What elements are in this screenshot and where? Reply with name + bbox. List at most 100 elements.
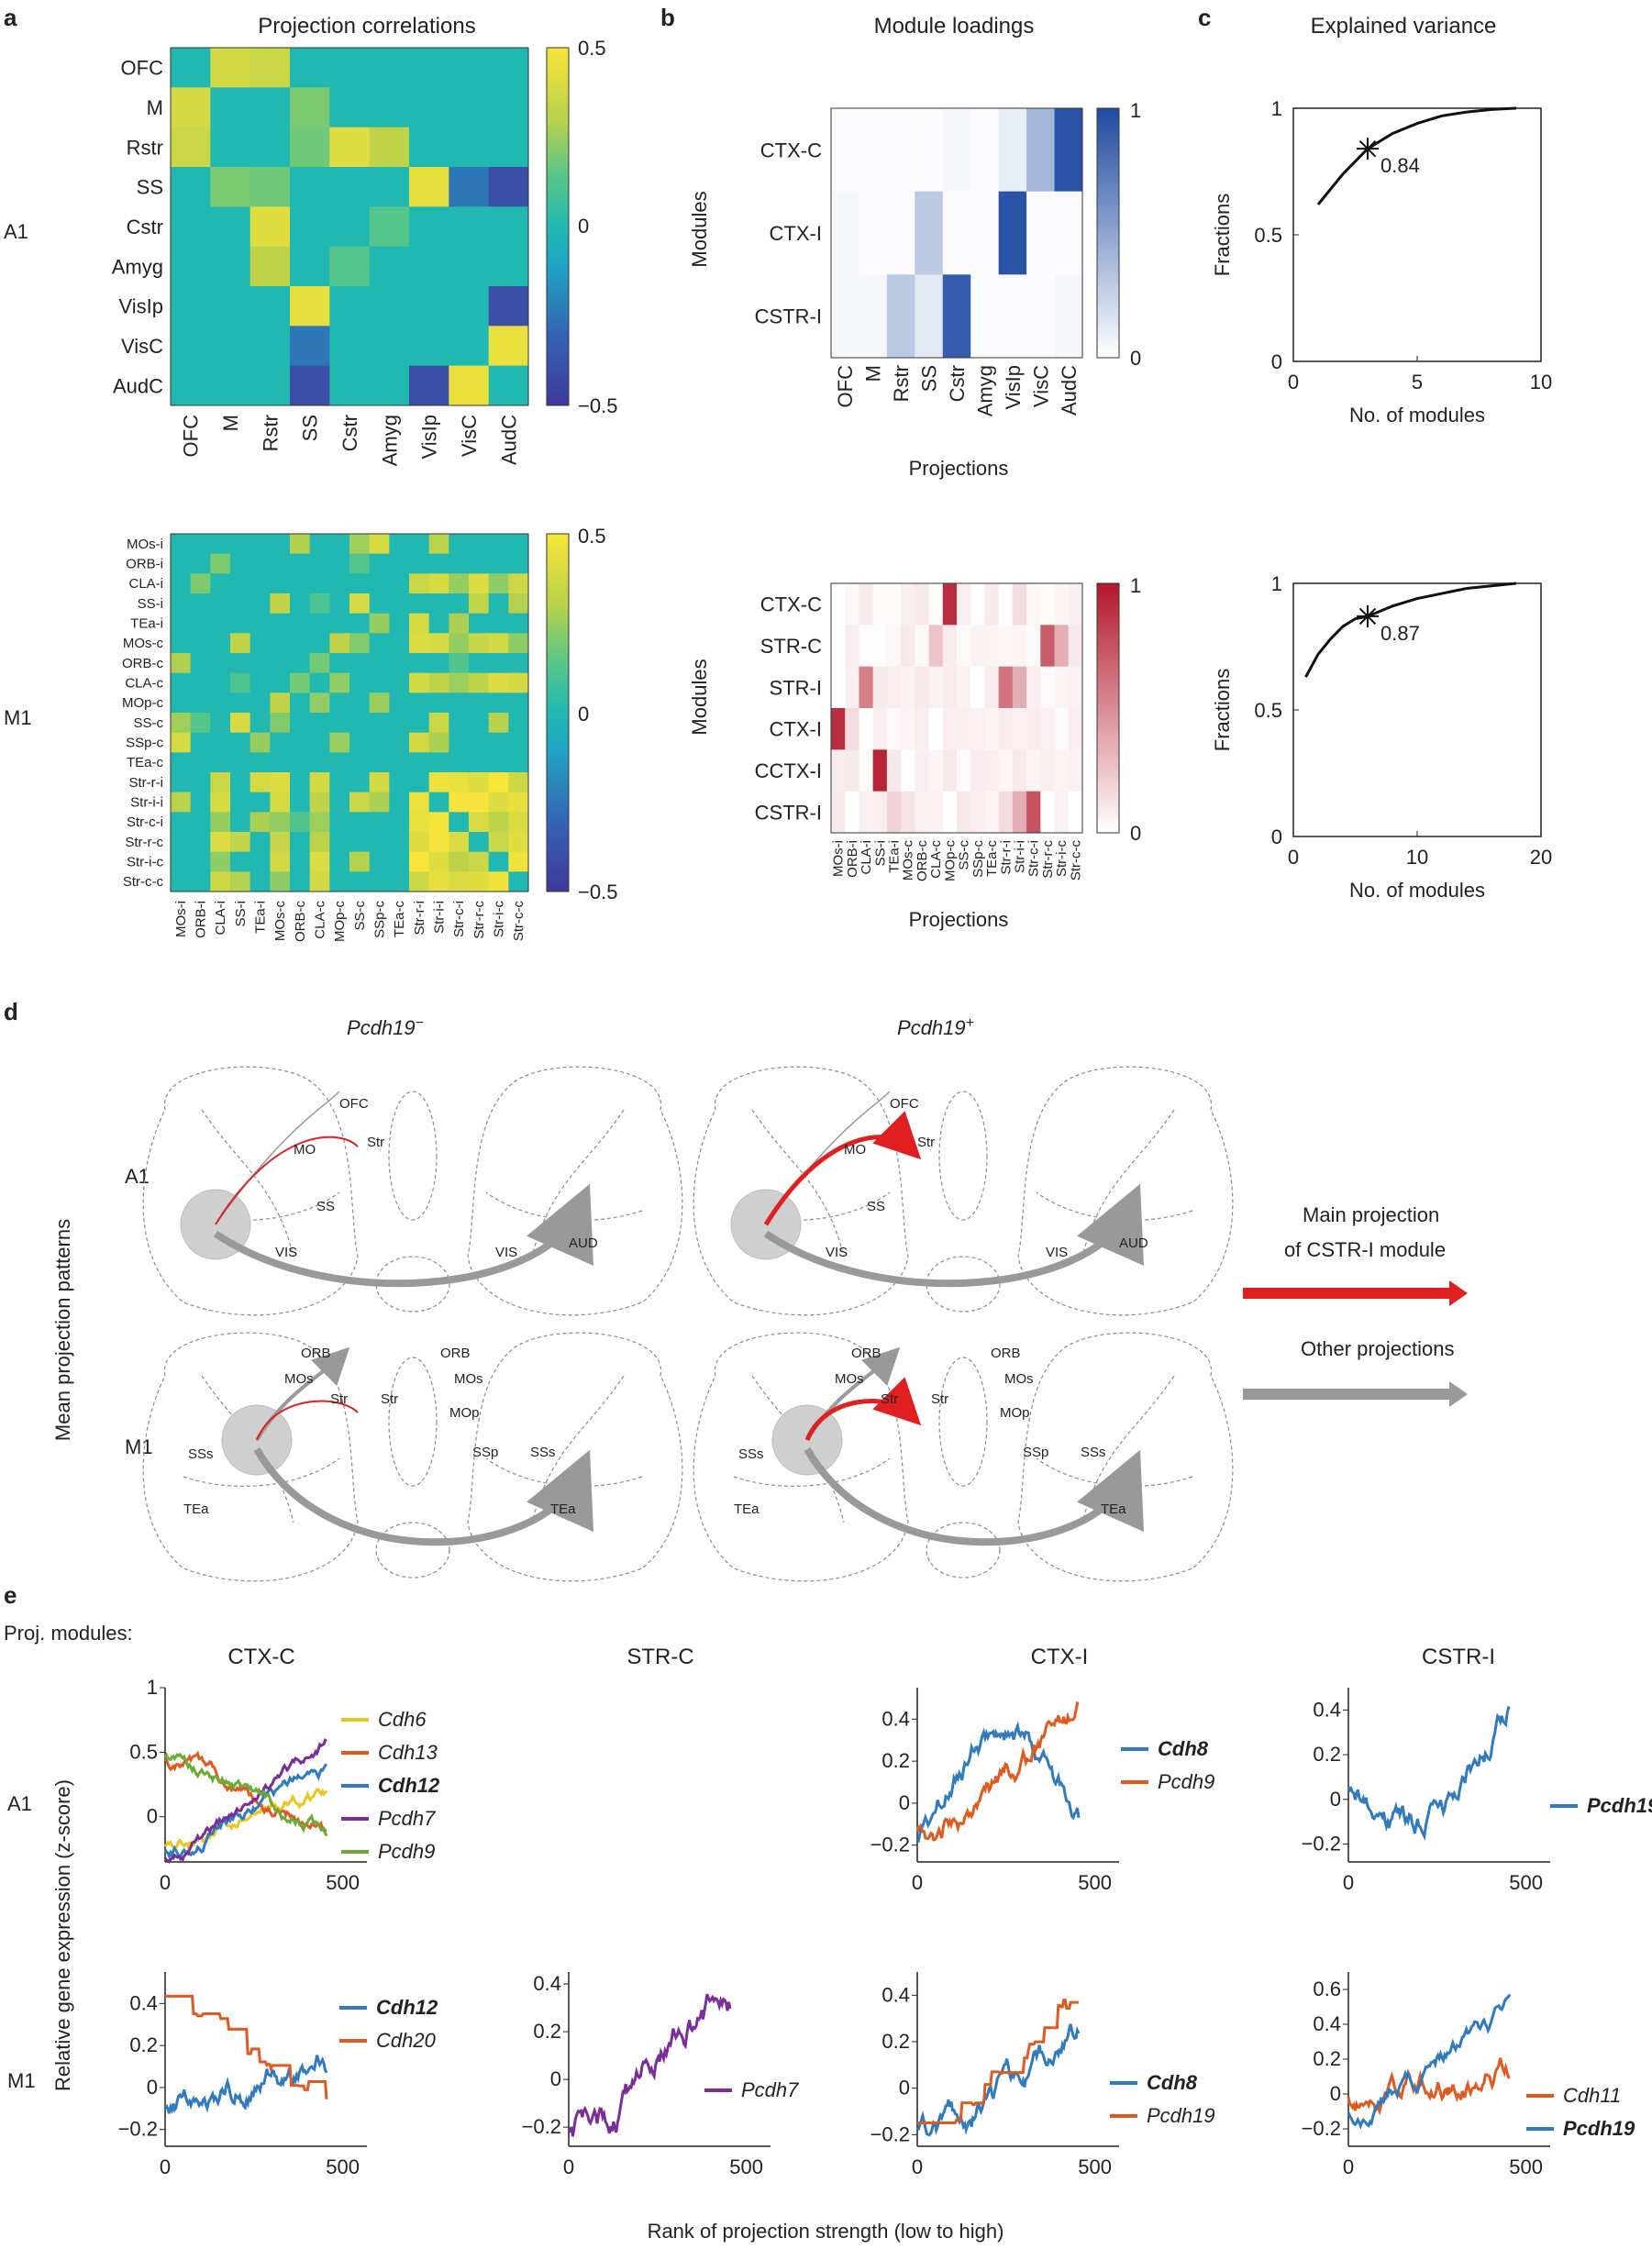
heatmap-cell [171, 692, 192, 714]
expression-line [916, 2023, 1081, 2137]
heatmap-cell [469, 613, 490, 634]
heatmap-cell [190, 534, 211, 555]
region-label: ORB [301, 1346, 331, 1361]
expression-line [163, 1751, 328, 1837]
loading-cell [1054, 666, 1070, 709]
heatmap-cell [249, 812, 271, 833]
colorbar-red-tick-min: 0 [1130, 822, 1141, 845]
loading-cell [831, 625, 846, 668]
x-tick-label: 500 [1078, 2155, 1112, 2178]
expression-line [1347, 1993, 1512, 2130]
colorbar-blue [1096, 107, 1120, 359]
heatmap-cell [290, 167, 330, 207]
heatmap-col-label: M [219, 415, 242, 431]
annotation: 0.84 [1380, 154, 1420, 177]
heatmap-cell [171, 812, 192, 833]
loading-cell [886, 274, 915, 359]
region-label: VIS [495, 1245, 517, 1260]
heatmap-cell [508, 772, 529, 793]
heatmap-cell [290, 246, 330, 287]
heatmap-cell [190, 672, 211, 693]
heatmap-cell [270, 692, 291, 714]
heatmap-cell [409, 87, 449, 128]
loading-cell [886, 791, 902, 834]
panel-e-col-strc: STR-C [626, 1645, 693, 1669]
loading-cell [970, 191, 1000, 275]
loading-cell [1068, 708, 1083, 750]
panel-label-d: d [4, 998, 18, 1025]
region-boundary [531, 1109, 625, 1257]
y-tick-label: 0 [147, 2076, 158, 2099]
heatmap-cell [488, 48, 529, 88]
heatmap-cell [249, 653, 271, 674]
heatmap-cell [389, 832, 410, 853]
heatmap-cell [329, 326, 371, 367]
loading-cell [1026, 666, 1041, 709]
region-label: MOs [454, 1371, 483, 1387]
loading-cell [1040, 749, 1056, 792]
loading-cell [1012, 708, 1027, 750]
loading-cell [942, 625, 958, 668]
heatmap-cell [309, 553, 330, 574]
module-label: CCTX-I [755, 759, 822, 782]
loading-cell [970, 625, 985, 668]
heatmap-cell [488, 633, 509, 654]
heatmap-cell [309, 732, 330, 753]
heatmap-cell [309, 672, 330, 693]
heatmap-cell [508, 871, 529, 892]
heatmap-cell [409, 286, 449, 327]
heatmap-cell [389, 672, 410, 693]
heatmap-cell [428, 672, 449, 693]
heatmap-cell [488, 534, 509, 555]
heatmap-cell [210, 772, 231, 793]
heatmap-cell [290, 48, 330, 88]
heatmap-cell [171, 246, 211, 287]
heatmap-cell [369, 613, 390, 634]
loading-cell [859, 274, 888, 359]
heatmap-cell [290, 851, 311, 872]
heatmap-cell [488, 653, 509, 674]
legend-label: Pcdh9 [378, 1840, 435, 1863]
loading-cell [928, 666, 944, 709]
heatmap-cell [190, 851, 211, 872]
heatmap-cell [449, 613, 470, 634]
expression-line [915, 1701, 1080, 1842]
loading-cell [998, 108, 1027, 193]
projection-label: SS [918, 365, 941, 392]
heatmap-cell [190, 553, 211, 574]
projection-label: SSp-c [970, 840, 986, 878]
legend-other-arrow [1243, 1381, 1468, 1407]
loading-cell [859, 791, 874, 834]
loading-cell [915, 625, 930, 668]
module-label: CTX-C [760, 593, 822, 616]
loading-cell [1054, 708, 1070, 750]
heatmap-cell [349, 752, 371, 773]
heatmap-cell [369, 365, 410, 406]
main-projection-arrow [256, 1400, 359, 1441]
heatmap-cell [369, 326, 410, 367]
line-plot: 1 0.5 0 0 500 Cdh6 Cdh13 Cdh12 Pcdh7 Pcdh9 [129, 1676, 440, 1894]
heatmap-cell [210, 326, 251, 367]
heatmap-cell [428, 792, 449, 813]
heatmap-cell [171, 87, 211, 128]
loading-cell [998, 274, 1027, 359]
other-projection-arrow [215, 1091, 340, 1225]
panel-b-ylabel-m1: Modules [688, 659, 711, 735]
heatmap-cell [249, 772, 271, 793]
heatmap-col-label: CLA-i [213, 901, 228, 936]
heatmap-cell [290, 365, 330, 406]
region-label: SSs [188, 1446, 214, 1462]
heatmap-cell [249, 206, 291, 248]
loading-cell [1026, 625, 1041, 668]
heatmap-col-label: AudC [497, 415, 520, 465]
heatmap-row-label: SS-c [133, 715, 163, 731]
x-tick-label: 500 [1509, 1871, 1543, 1894]
heatmap-cell [230, 534, 251, 555]
midline-structure [926, 1522, 1001, 1579]
projection-label: ORB-i [845, 840, 860, 878]
heatmap-cell [449, 752, 470, 773]
heatmap-cell [349, 713, 371, 734]
panel-d-row-m1: M1 [125, 1435, 153, 1458]
loading-cell [915, 191, 944, 275]
heatmap-cell [508, 653, 529, 674]
